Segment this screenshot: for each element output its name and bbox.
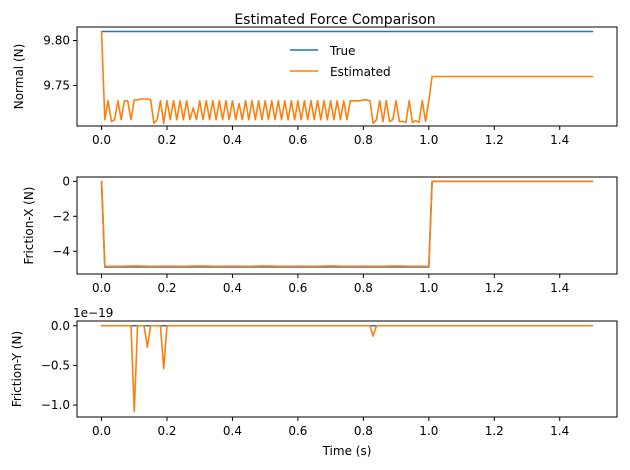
ylabel-friction-y: Friction-Y (N)	[10, 331, 24, 407]
x-tick-label-normal: 1.2	[485, 133, 504, 147]
chart-title: Estimated Force Comparison	[234, 12, 435, 28]
x-tick-label-friction-x: 0.8	[354, 281, 373, 295]
x-tick-label-friction-x: 0.6	[288, 281, 307, 295]
x-tick-label-normal: 0.8	[354, 133, 373, 147]
x-tick-label-friction-y: 1.2	[485, 424, 504, 438]
x-tick-label-friction-y: 0.2	[157, 424, 176, 438]
x-tick-label-friction-x: 0.4	[223, 281, 242, 295]
x-tick-label-friction-x: 1.2	[485, 281, 504, 295]
subplot-normal-frame	[76, 26, 618, 127]
subplot-friction-y-frame	[76, 320, 618, 418]
y-tick-label-friction-x: −2	[52, 209, 70, 223]
y-tick-label-friction-y: 0.0	[51, 319, 70, 333]
x-tick-label-normal: 0.4	[223, 133, 242, 147]
x-tick-label-friction-y: 1.0	[419, 424, 438, 438]
subplot-friction-x-frame	[76, 176, 618, 275]
ylabel-normal: Normal (N)	[12, 44, 26, 110]
legend: True Estimated	[290, 44, 391, 79]
x-tick-label-friction-y: 0.0	[92, 424, 111, 438]
series-estimated-friction-y	[100, 324, 594, 413]
legend-estimated-label: Estimated	[330, 65, 391, 79]
x-tick-label-friction-y: 0.4	[223, 424, 242, 438]
x-tick-label-friction-x: 0.2	[157, 281, 176, 295]
y-tick-label-friction-y: −1.0	[41, 398, 70, 412]
x-tick-label-friction-x: 0.0	[92, 281, 111, 295]
y-tick-label-friction-x: 0	[62, 174, 70, 188]
ylabel-friction-x: Friction-X (N)	[22, 187, 36, 265]
x-tick-label-friction-y: 0.6	[288, 424, 307, 438]
x-tick-label-friction-x: 1.0	[419, 281, 438, 295]
series-true-friction-x	[100, 180, 594, 268]
x-tick-label-friction-y: 1.4	[550, 424, 569, 438]
x-tick-label-normal: 0.6	[288, 133, 307, 147]
x-tick-label-friction-y: 0.8	[354, 424, 373, 438]
subplot-friction-y: 0.0 0.2 0.4 0.6 0.8 1.0 1.2 1.4 −1.0 −0.5 0.0 Fric…	[10, 306, 618, 458]
offset-label-friction-y: 1e−19	[73, 306, 113, 320]
subplot-friction-x: 0.0 0.2 0.4 0.6 0.8 1.0 1.2 1.4 −4 −2 0 Friction-X…	[22, 174, 618, 295]
xlabel: Time (s)	[322, 444, 372, 458]
y-tick-label-friction-x: −4	[52, 244, 70, 258]
x-tick-label-normal: 1.4	[550, 133, 569, 147]
x-tick-label-friction-x: 1.4	[550, 281, 569, 295]
y-tick-label-friction-y: −0.5	[41, 358, 70, 372]
y-tick-label-normal: 9.75	[43, 79, 70, 93]
legend-true-label: True	[329, 44, 356, 58]
x-tick-label-normal: 1.0	[419, 133, 438, 147]
subplot-normal: 0.0 0.2 0.4 0.6 0.8 1.0 1.2 1.4 9.75 9.80 Normal …	[12, 26, 618, 147]
series-estimated-normal	[100, 30, 594, 125]
x-tick-label-normal: 0.2	[157, 133, 176, 147]
y-tick-label-normal: 9.80	[43, 34, 70, 48]
series-estimated-friction-x	[100, 180, 594, 268]
x-tick-label-normal: 0.0	[92, 133, 111, 147]
